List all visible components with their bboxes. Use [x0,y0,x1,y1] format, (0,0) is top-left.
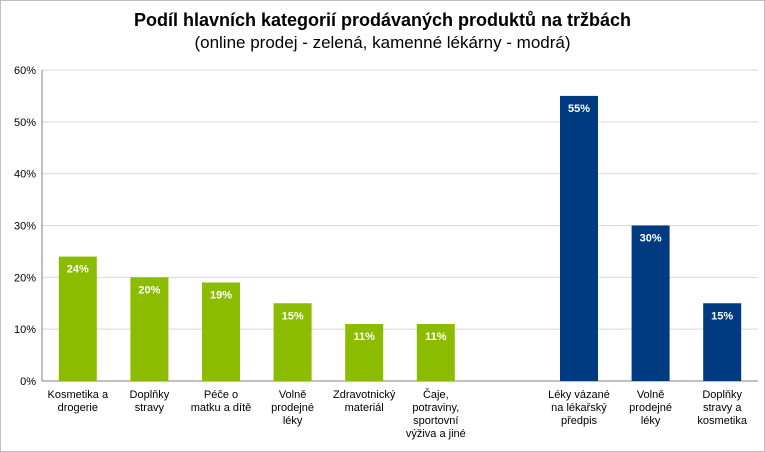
bar [703,303,742,381]
bar [58,256,97,381]
y-tick-label: 50% [14,117,36,129]
x-category-label: stravy a [703,402,742,414]
y-tick-label: 0% [20,376,36,388]
x-category-label: Kosmetika a [48,389,109,401]
bar [416,323,455,381]
bar [560,95,598,382]
data-label: 19% [210,290,232,302]
y-tick-label: 60% [14,65,36,77]
y-tick-label: 30% [14,221,36,233]
bar [130,277,169,381]
x-category-label: sportovní [413,415,458,427]
chart-title: Podíl hlavních kategorií prodávaných pro… [133,10,632,30]
x-category-label: Péče o [204,389,238,401]
x-category-label: matku a dítě [191,402,252,414]
x-category-label: kosmetika [697,415,747,427]
x-category-label: na lékařský [551,402,607,414]
bar [202,282,240,381]
x-category-label: prodejné [271,402,314,414]
x-category-label: materiál [345,402,384,414]
data-label: 15% [711,310,733,322]
y-tick-label: 10% [14,324,36,336]
x-category-label: předpis [561,415,598,427]
data-label: 55% [568,103,590,115]
x-category-label: Zdravotnický [333,389,396,401]
x-category-label: léky [641,415,661,427]
data-label: 30% [640,233,662,245]
y-tick-label: 20% [14,272,36,284]
x-category-label: Volně [279,389,307,401]
data-label: 24% [67,264,89,276]
x-category-label: Léky vázané [548,389,610,401]
data-label: 11% [425,331,447,343]
y-tick-label: 40% [14,169,36,181]
bar [345,323,384,381]
x-category-label: Čaje, [423,388,449,401]
data-label: 15% [282,310,304,322]
x-category-label: drogerie [58,402,98,414]
x-category-label: prodejné [629,402,672,414]
chart-subtitle: (online prodej - zelená, kamenné lékárny… [194,33,571,52]
x-category-label: stravy [135,402,165,414]
x-category-label: Doplňky [702,389,742,401]
x-category-label: Volně [637,389,665,401]
x-category-label: Doplňky [130,389,170,401]
x-category-label: léky [283,415,303,427]
data-label: 11% [353,331,375,343]
x-category-label: potraviny, [412,402,459,414]
data-label: 20% [138,284,160,296]
x-category-label: výživa a jiné [406,428,466,440]
bar [631,225,670,381]
bar [273,303,312,381]
